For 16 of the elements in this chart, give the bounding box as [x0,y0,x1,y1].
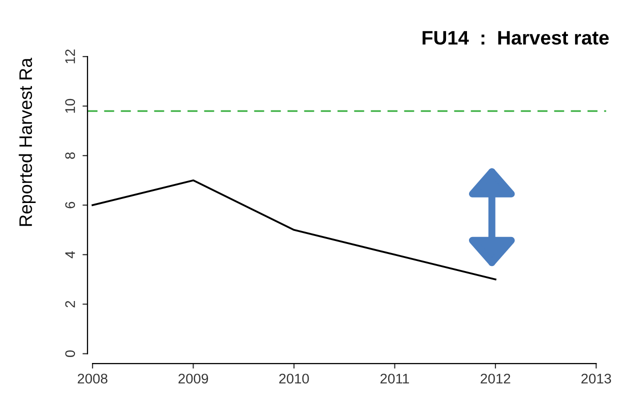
x-tick-label: 2013 [581,374,612,384]
y-tick-label: 0 [65,350,76,358]
y-axis-title: Reported Harvest Ra [18,58,36,226]
y-tick-label: 6 [65,202,76,208]
y-tick-label: 10 [65,98,76,113]
y-tick-label: 4 [65,251,75,258]
x-tick-label: 2008 [78,374,108,384]
chart-title: FU14 : Harvest rate [422,31,609,45]
y-tick-label: 2 [65,301,75,308]
x-tick-label: 2012 [480,374,510,384]
x-tick-label: 2009 [178,374,208,384]
y-tick-label: 8 [65,152,76,159]
x-tick-label: 2010 [279,374,309,384]
line-series [92,179,496,280]
x-tick-label: 2011 [380,374,409,384]
y-tick-label: 12 [65,50,75,64]
